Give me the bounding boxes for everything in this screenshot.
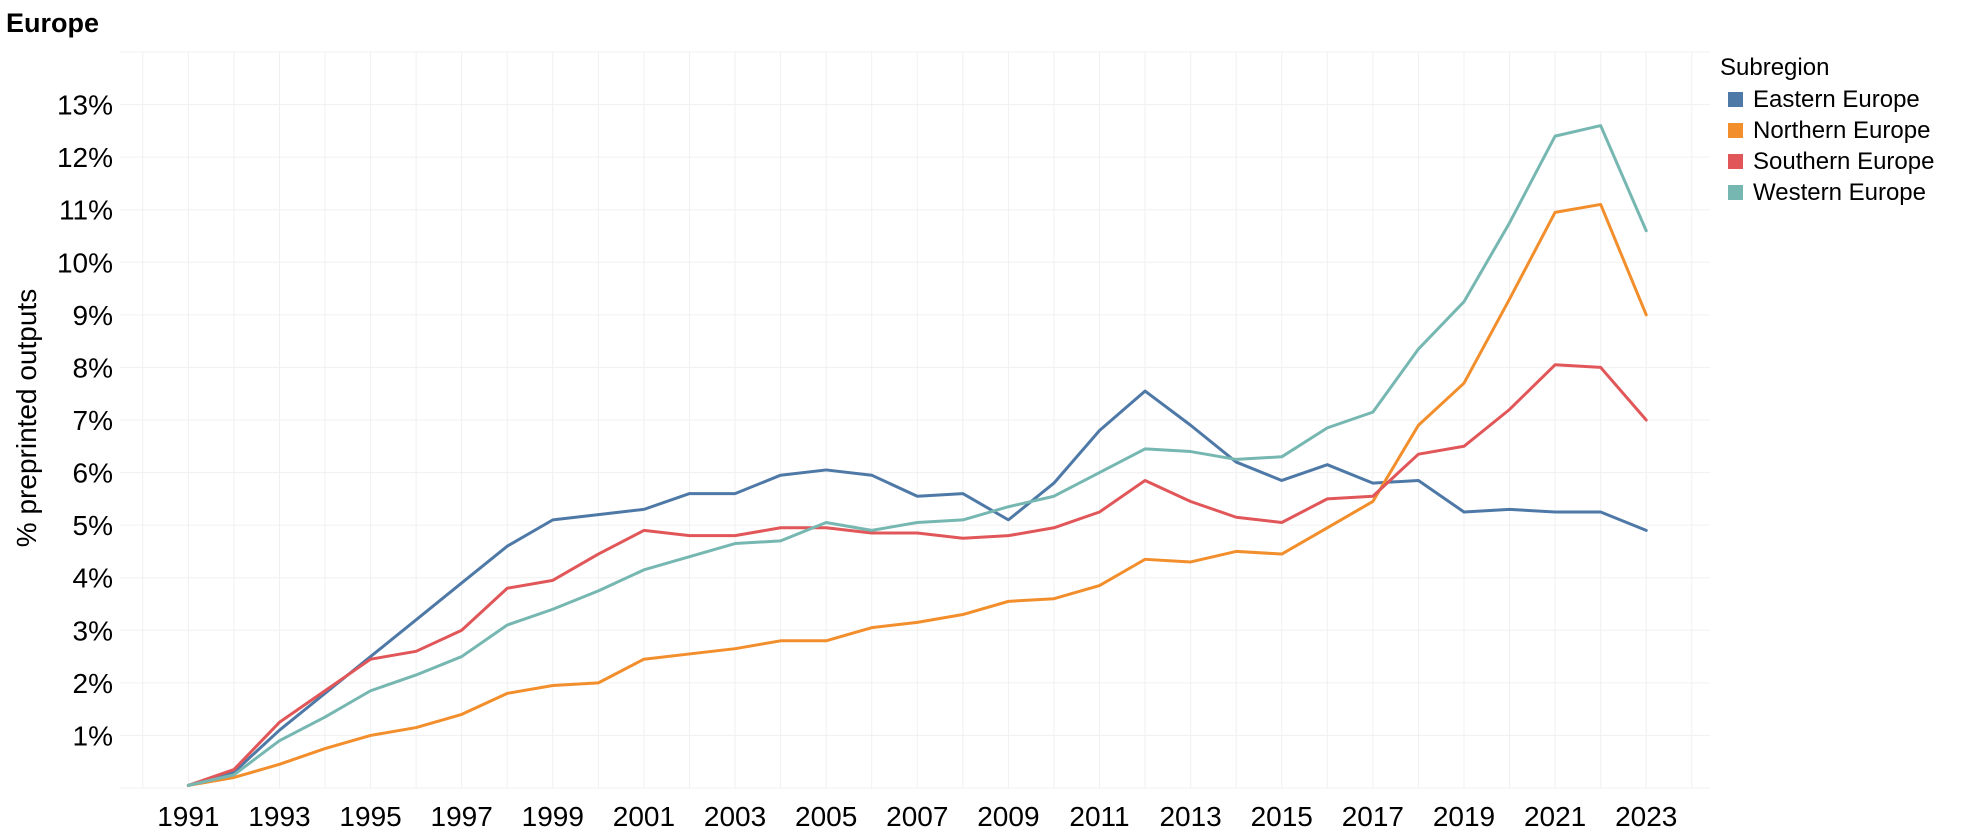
- legend-label: Western Europe: [1753, 178, 1926, 206]
- legend: Subregion Eastern Europe Northern Europe S…: [1720, 54, 1934, 208]
- x-tick-label: 2021: [1524, 801, 1586, 832]
- y-tick-label: 5%: [73, 510, 113, 541]
- x-tick-label: 2015: [1251, 801, 1313, 832]
- x-tick-label: 1995: [339, 801, 401, 832]
- legend-item: Western Europe: [1720, 177, 1934, 208]
- x-tick-label: 2001: [613, 801, 675, 832]
- legend-swatch: [1728, 123, 1743, 138]
- x-tick-label: 1993: [248, 801, 310, 832]
- x-tick-label: 2009: [977, 801, 1039, 832]
- y-tick-label: 3%: [73, 615, 113, 646]
- legend-title: Subregion: [1720, 54, 1830, 81]
- x-tick-label: 1999: [522, 801, 584, 832]
- y-tick-label: 7%: [73, 405, 113, 436]
- legend-label: Northern Europe: [1753, 116, 1931, 144]
- y-tick-label: 9%: [73, 300, 113, 331]
- y-tick-label: 11%: [59, 195, 113, 226]
- y-tick-label: 6%: [73, 458, 113, 489]
- x-tick-label: 2005: [795, 801, 857, 832]
- legend-label: Southern Europe: [1753, 147, 1935, 175]
- y-tick-label: 1%: [73, 720, 113, 751]
- x-tick-label: 2011: [1069, 801, 1129, 832]
- series-line-eastern-europe: [186, 389, 1648, 787]
- x-tick-label: 2013: [1159, 801, 1221, 832]
- legend-item: Eastern Europe: [1720, 84, 1934, 115]
- x-tick-label: 2007: [886, 801, 948, 832]
- series-line-southern-europe: [186, 363, 1648, 787]
- legend-swatch: [1728, 185, 1743, 200]
- series-line-western-europe: [186, 124, 1648, 787]
- y-tick-label: 13%: [57, 90, 113, 121]
- x-tick-label: 2023: [1615, 801, 1677, 832]
- series-lines: [186, 124, 1648, 787]
- grid: [120, 51, 1710, 789]
- y-axis-label: % preprinted outputs: [11, 289, 42, 547]
- legend-label: Eastern Europe: [1753, 85, 1920, 113]
- y-tick-label: 12%: [57, 142, 113, 173]
- x-tick-label: 2003: [704, 801, 766, 832]
- legend-swatch: [1728, 154, 1743, 169]
- chart-title: Europe: [6, 8, 100, 38]
- legend-item: Southern Europe: [1720, 146, 1934, 177]
- series-line-northern-europe: [186, 202, 1648, 787]
- legend-swatch: [1728, 92, 1743, 107]
- legend-item: Northern Europe: [1720, 115, 1934, 146]
- x-tick-label: 1997: [431, 801, 493, 832]
- y-axis-ticks: 1% 2% 3% 4% 5% 6% 7% 8% 9% 10% 11% 12% 13%: [57, 90, 113, 752]
- y-tick-label: 2%: [73, 668, 113, 699]
- y-tick-label: 10%: [57, 247, 113, 278]
- y-tick-label: 8%: [73, 352, 113, 383]
- x-tick-label: 2017: [1342, 801, 1404, 832]
- x-axis-ticks: 1991 1993 1995 1997 1999 2001 2003 2005 2007 2009…: [157, 801, 1677, 832]
- x-tick-label: 1991: [157, 801, 219, 832]
- y-tick-label: 4%: [73, 563, 113, 594]
- x-tick-label: 2019: [1433, 801, 1495, 832]
